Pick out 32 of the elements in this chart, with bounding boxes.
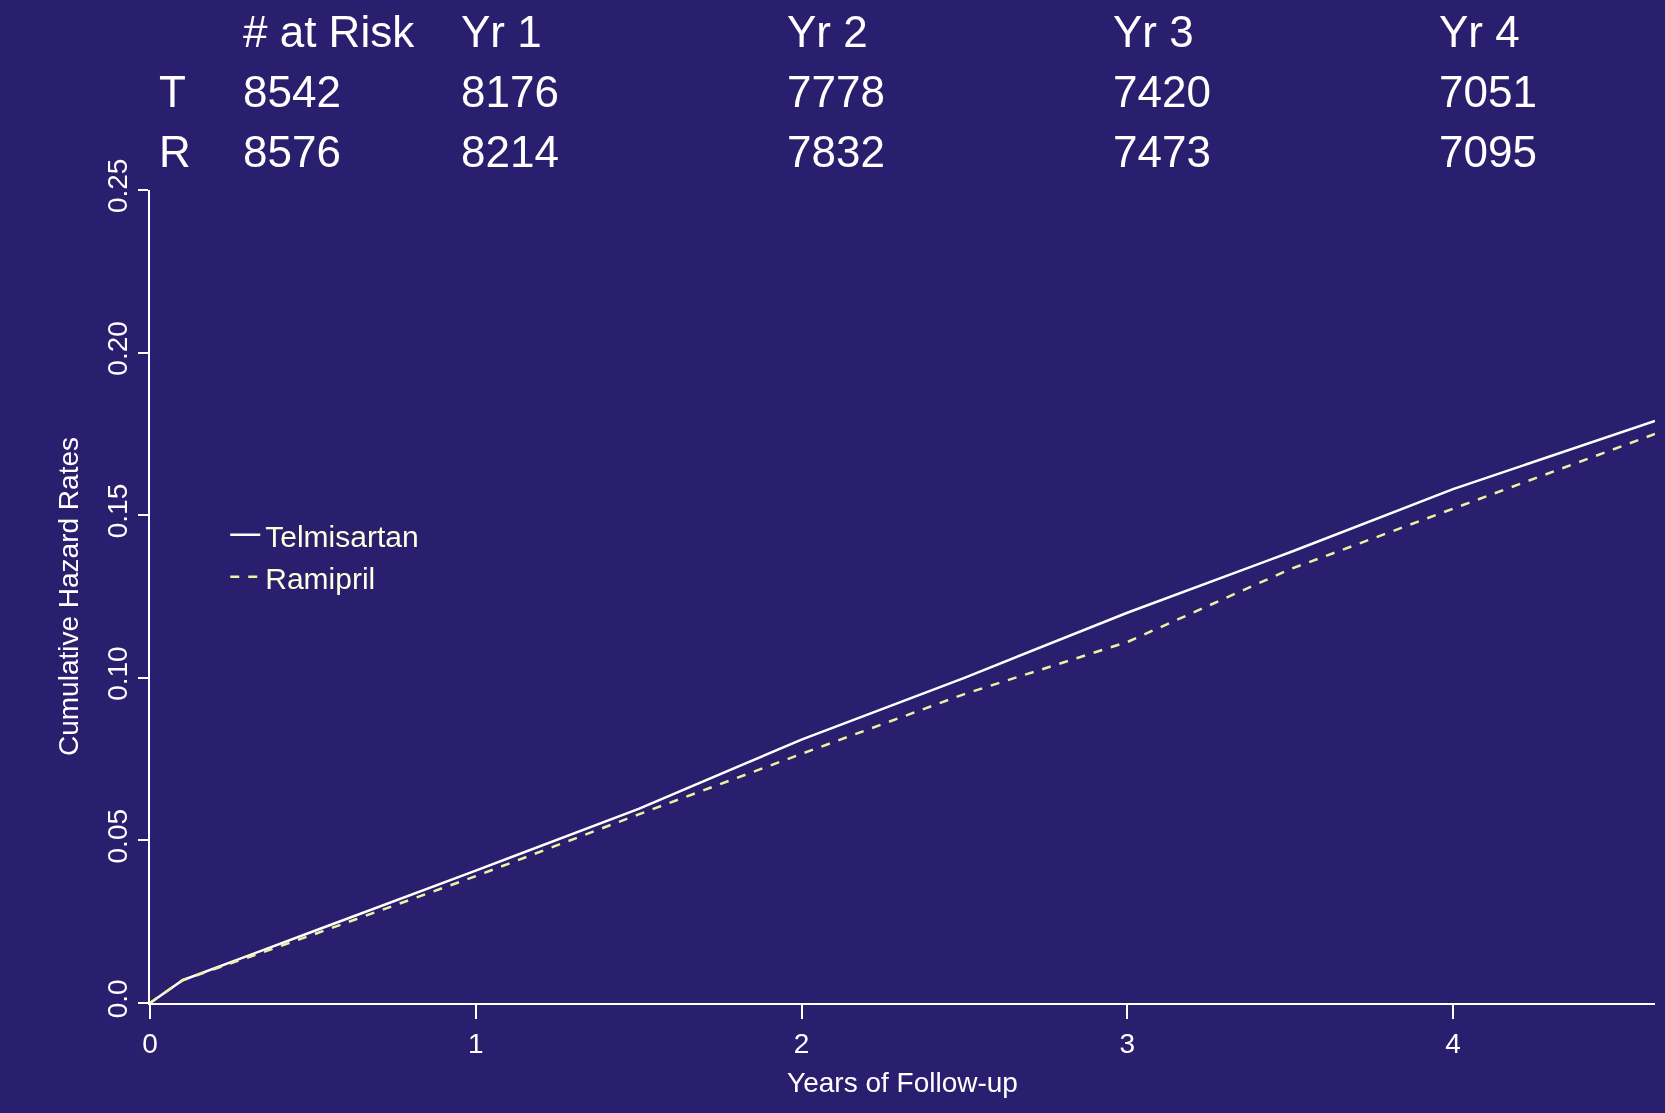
y-tick-label: 0.05 <box>101 808 133 864</box>
text: 7095 <box>1439 127 1537 176</box>
text: 8176 <box>461 67 559 116</box>
text: # at Risk <box>243 7 416 56</box>
text: Yr 1 <box>461 7 542 56</box>
x-tick-label: 1 <box>467 1027 484 1059</box>
y-axis-title: Cumulative Hazard Rates <box>53 436 84 757</box>
x-axis-title: Years of Follow-up <box>787 1067 1018 1099</box>
x-tick-label: 3 <box>1119 1027 1136 1059</box>
legend-label: Ramipril <box>265 561 376 595</box>
y-tick-label: 0.20 <box>101 321 133 376</box>
y-tick-label: 0.10 <box>101 646 133 701</box>
y-tick-label: 0.15 <box>101 483 133 539</box>
text: 7051 <box>1439 67 1537 116</box>
text: 7473 <box>1113 127 1211 176</box>
text: Yr 4 <box>1439 7 1520 56</box>
text: 8542 <box>243 67 341 116</box>
y-tick-label: 0.0 <box>101 979 133 1019</box>
text: Yr 2 <box>787 7 868 56</box>
text: T <box>159 67 186 116</box>
text: 8576 <box>243 127 341 176</box>
legend-label: Telmisartan <box>265 519 419 553</box>
text: R <box>159 127 191 176</box>
x-tick-label: 0 <box>142 1027 158 1059</box>
text: Yr 3 <box>1113 7 1194 56</box>
y-tick-label: 0.25 <box>101 158 133 214</box>
text: 7832 <box>787 127 885 176</box>
x-tick-label: 2 <box>793 1027 810 1059</box>
text: 7420 <box>1113 67 1211 116</box>
x-tick-label: 4 <box>1445 1027 1461 1059</box>
text: 7778 <box>787 67 885 116</box>
text: 8214 <box>461 127 559 176</box>
